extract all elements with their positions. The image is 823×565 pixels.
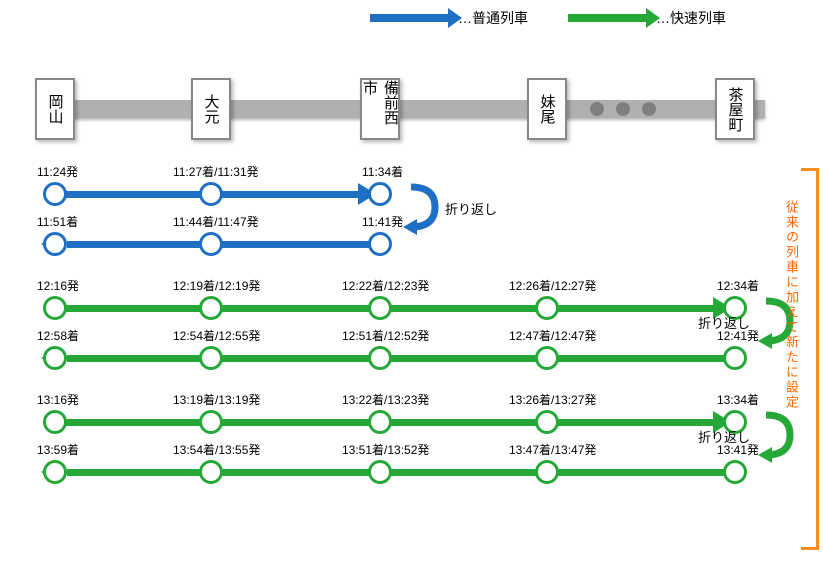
legend-local: …普通列車 — [370, 8, 528, 28]
legend: …普通列車 …快速列車 — [370, 8, 726, 28]
stop-marker — [723, 346, 747, 370]
stop-marker — [535, 460, 559, 484]
time-label: 13:26着/13:27発 — [509, 391, 596, 408]
stop-marker — [368, 296, 392, 320]
stop-marker — [199, 410, 223, 434]
trip-row-5: 13:59着 13:54着/13:55発 13:51着/13:52発 13:47着/1… — [25, 443, 795, 493]
time-label: 12:47着/12:47発 — [509, 327, 596, 344]
stop-marker — [199, 346, 223, 370]
turnback-arrow-icon — [403, 177, 443, 237]
timetable-diagram: 11:24発 11:27着/11:31発 11:34着 11:51着 11:44着/11… — [25, 165, 795, 493]
trip-line — [67, 355, 727, 362]
station-3: 妹尾 — [527, 78, 567, 140]
stop-marker — [43, 410, 67, 434]
legend-local-arrow — [370, 14, 450, 22]
annotation-label: 従来の列車に加えて新たに設定 — [782, 200, 801, 410]
stop-marker — [535, 346, 559, 370]
legend-rapid: …快速列車 — [568, 8, 726, 28]
trip-row-3: 12:58着 12:54着/12:55発 12:51着/12:52発 12:47着/1… — [25, 329, 795, 379]
rail-dot — [590, 102, 604, 116]
station-4: 茶屋町 — [715, 78, 755, 140]
turnback-arrow-icon — [758, 405, 798, 465]
turnback-label: 折り返し — [698, 427, 750, 446]
time-label: 13:19着/13:19発 — [173, 391, 260, 408]
stop-marker — [368, 232, 392, 256]
time-label: 12:34着 — [717, 277, 759, 294]
time-label: 12:54着/12:55発 — [173, 327, 260, 344]
rail-line — [55, 100, 765, 118]
stop-marker — [43, 346, 67, 370]
stop-marker — [368, 182, 392, 206]
stop-marker — [43, 232, 67, 256]
time-label: 11:27着/11:31発 — [173, 163, 259, 180]
stop-marker — [199, 460, 223, 484]
time-label: 12:58着 — [37, 327, 79, 344]
rail-dot — [642, 102, 656, 116]
station-1: 大元 — [191, 78, 231, 140]
stop-marker — [723, 460, 747, 484]
station-0: 岡山 — [35, 78, 75, 140]
stop-marker — [368, 460, 392, 484]
time-label: 11:51着 — [37, 213, 78, 230]
annotation-bracket — [801, 168, 819, 550]
time-label: 13:16発 — [37, 391, 79, 408]
time-label: 13:54着/13:55発 — [173, 441, 260, 458]
trip-row-2: 12:16発 12:19着/12:19発 12:22着/12:23発 12:26着/1… — [25, 279, 795, 329]
station-2: 備前西市 — [360, 78, 400, 140]
time-label: 11:41発 — [362, 213, 403, 230]
stop-marker — [199, 232, 223, 256]
time-label: 13:47着/13:47発 — [509, 441, 596, 458]
station-row: 岡山 大元 備前西市 妹尾 茶屋町 — [25, 70, 795, 150]
stop-marker — [43, 296, 67, 320]
turnback-label: 折り返し — [445, 199, 497, 218]
time-label: 13:51着/13:52発 — [342, 441, 429, 458]
time-label: 12:22着/12:23発 — [342, 277, 429, 294]
time-label: 11:34着 — [362, 163, 403, 180]
stop-marker — [199, 182, 223, 206]
time-label: 13:59着 — [37, 441, 79, 458]
time-label: 12:51着/12:52発 — [342, 327, 429, 344]
time-label: 13:34着 — [717, 391, 759, 408]
rail-dot — [616, 102, 630, 116]
turnback-label: 折り返し — [698, 313, 750, 332]
stop-marker — [43, 182, 67, 206]
time-label: 12:26着/12:27発 — [509, 277, 596, 294]
legend-rapid-label: …快速列車 — [656, 8, 726, 28]
rail-dots — [590, 102, 656, 116]
time-label: 12:19着/12:19発 — [173, 277, 260, 294]
time-label: 11:24発 — [37, 163, 78, 180]
trip-row-4: 13:16発 13:19着/13:19発 13:22着/13:23発 13:26着/1… — [25, 393, 795, 443]
time-label: 11:44着/11:47発 — [173, 213, 259, 230]
legend-rapid-arrow — [568, 14, 648, 22]
legend-local-label: …普通列車 — [458, 8, 528, 28]
stop-marker — [368, 410, 392, 434]
stop-marker — [199, 296, 223, 320]
trip-line — [67, 469, 727, 476]
time-label: 13:22着/13:23発 — [342, 391, 429, 408]
stop-marker — [43, 460, 67, 484]
stop-marker — [535, 410, 559, 434]
stop-marker — [535, 296, 559, 320]
time-label: 12:16発 — [37, 277, 79, 294]
stop-marker — [368, 346, 392, 370]
